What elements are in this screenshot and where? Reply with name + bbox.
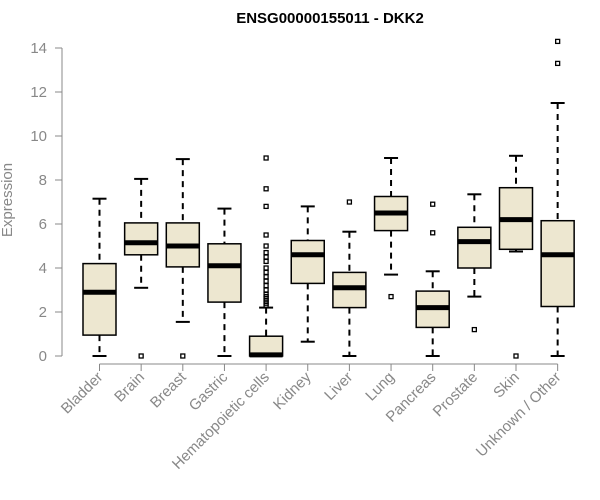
outlier-point bbox=[263, 258, 269, 265]
outlier-point bbox=[263, 232, 269, 238]
chart-title: ENSG00000155011 - DKK2 bbox=[236, 10, 424, 27]
outlier-point bbox=[263, 265, 269, 271]
x-tick-label: Kidney bbox=[270, 368, 315, 413]
x-tick-label: Lung bbox=[362, 369, 398, 405]
x-tick-label: Prostate bbox=[430, 369, 482, 421]
outlier-point bbox=[388, 293, 394, 300]
y-axis: 0 2 4 6 8 10 12 14 bbox=[30, 40, 63, 365]
outlier-point bbox=[180, 353, 186, 359]
box-group bbox=[415, 201, 450, 357]
y-tick-label: 0 bbox=[39, 348, 47, 365]
box bbox=[457, 226, 492, 269]
y-tick-label: 14 bbox=[30, 40, 47, 57]
outlier-point bbox=[263, 282, 269, 289]
box-group bbox=[290, 205, 325, 343]
box-group bbox=[373, 157, 409, 300]
x-tick-label: Brain bbox=[111, 369, 148, 406]
box-group bbox=[207, 207, 242, 357]
x-tick-label: Bladder bbox=[58, 369, 107, 418]
outlier-point bbox=[430, 201, 436, 207]
boxes-group bbox=[82, 38, 575, 359]
box bbox=[290, 239, 325, 285]
outlier-point bbox=[263, 243, 269, 249]
box bbox=[123, 222, 159, 256]
outlier-point bbox=[263, 203, 269, 210]
outlier-point bbox=[513, 353, 519, 359]
outlier-point bbox=[430, 230, 436, 236]
box-group bbox=[82, 197, 117, 357]
box-group bbox=[248, 155, 284, 358]
outlier-point bbox=[263, 249, 269, 256]
outlier-point bbox=[471, 326, 478, 333]
outlier-point bbox=[263, 186, 269, 192]
outlier-point bbox=[555, 38, 561, 45]
box-group bbox=[332, 199, 367, 357]
box-group bbox=[498, 154, 534, 359]
y-axis-label: Expression bbox=[0, 163, 16, 237]
x-tick-label: Breast bbox=[147, 368, 190, 411]
y-tick-label: 10 bbox=[30, 128, 47, 145]
box bbox=[540, 219, 575, 308]
box bbox=[82, 262, 117, 336]
box bbox=[207, 243, 242, 303]
x-tick-label: Skin bbox=[490, 369, 523, 402]
outlier-point bbox=[263, 269, 269, 276]
outlier-point bbox=[346, 199, 353, 205]
box-group bbox=[540, 38, 575, 357]
outlier-point bbox=[138, 353, 144, 359]
outlier-point bbox=[263, 287, 269, 293]
y-tick-label: 8 bbox=[39, 172, 47, 189]
outlier-point bbox=[555, 60, 561, 67]
box-group bbox=[165, 158, 201, 359]
outlier-point bbox=[263, 278, 269, 284]
y-tick-label: 2 bbox=[39, 304, 47, 321]
outlier-point bbox=[263, 155, 269, 161]
y-tick-label: 12 bbox=[30, 84, 47, 101]
box-group bbox=[457, 193, 492, 333]
outlier-point bbox=[263, 274, 269, 280]
y-tick-label: 4 bbox=[39, 260, 47, 277]
y-tick-label: 6 bbox=[39, 216, 47, 233]
box-group bbox=[123, 177, 159, 359]
x-tick-label: Liver bbox=[321, 369, 356, 404]
outlier-point bbox=[263, 254, 269, 260]
